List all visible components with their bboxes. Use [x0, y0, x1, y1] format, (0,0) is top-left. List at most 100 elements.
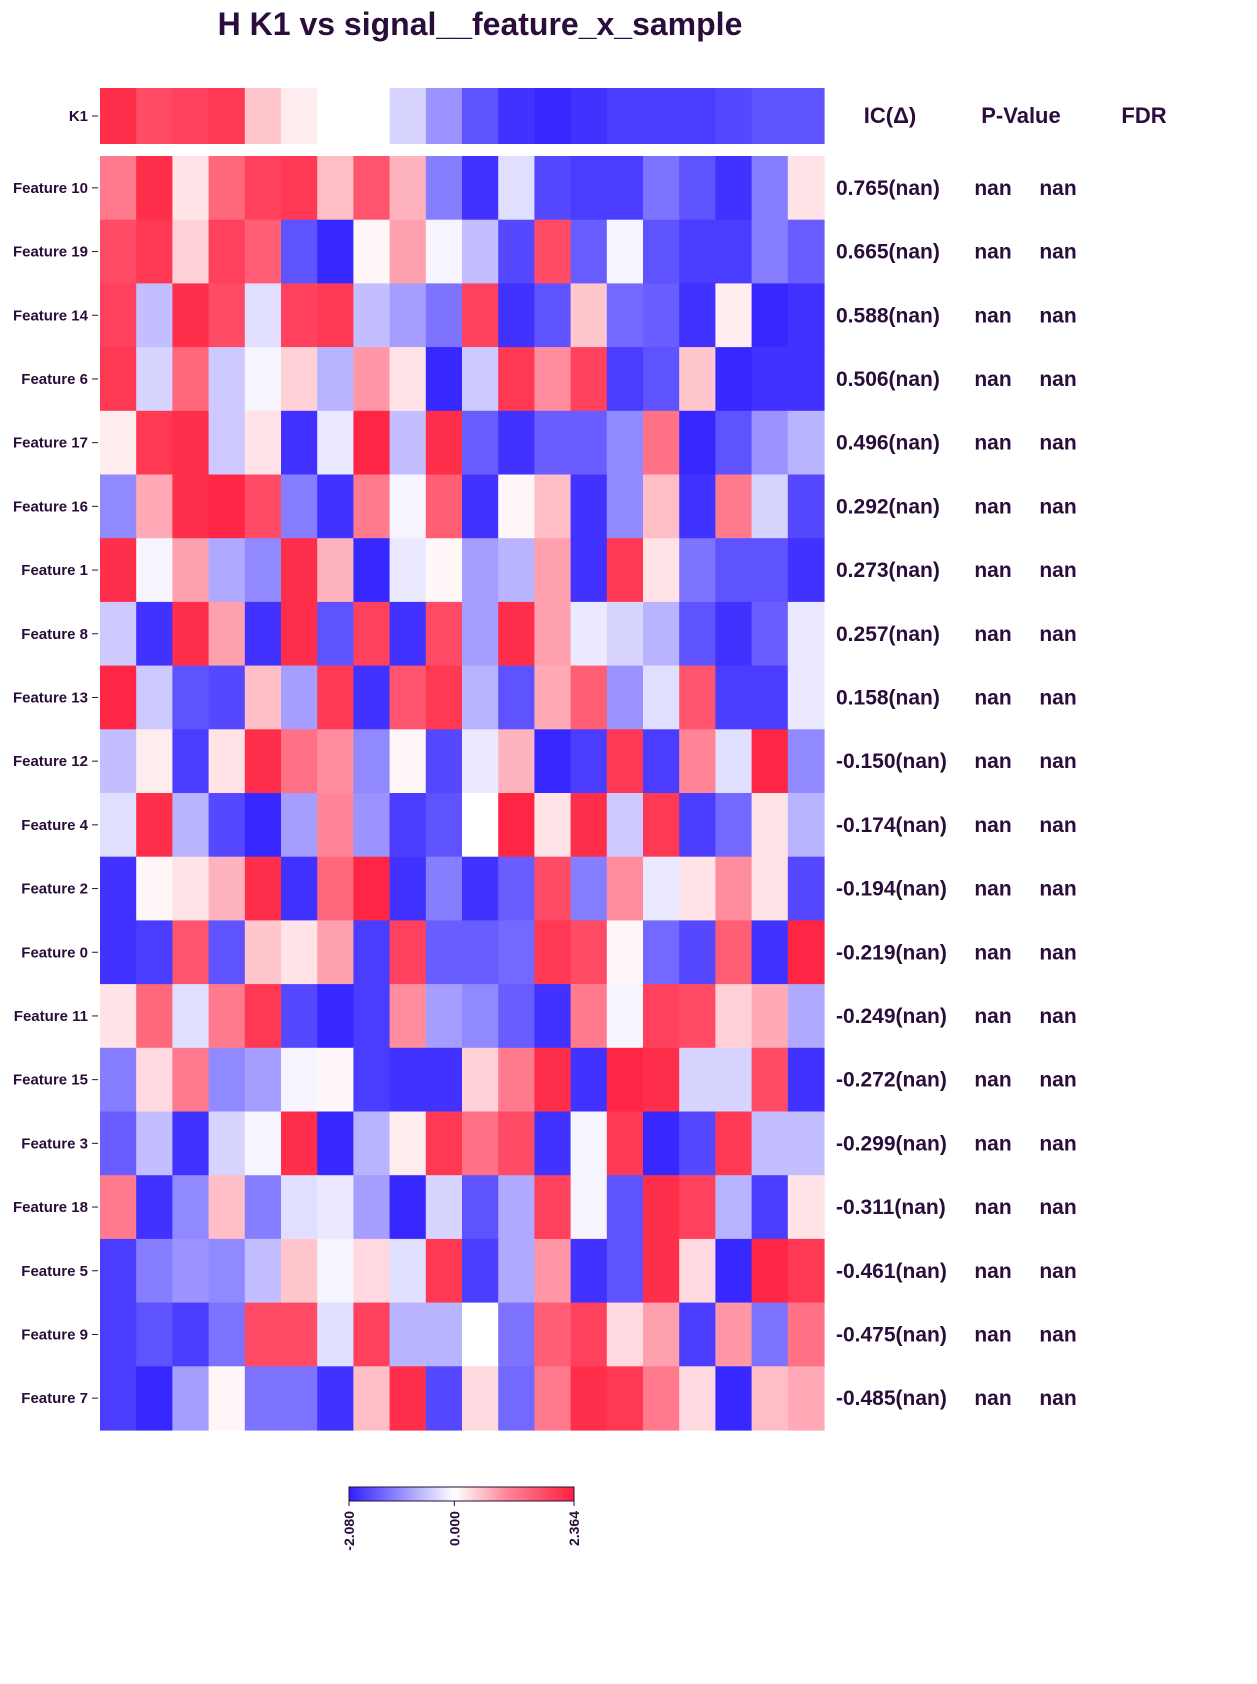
heatmap-cell [570, 410, 608, 476]
stat-header: FDR [1121, 103, 1166, 128]
heatmap-cell [208, 474, 246, 539]
target-cell [679, 88, 716, 144]
heatmap-cell [787, 793, 825, 858]
p-value: nan [974, 559, 1011, 582]
p-value: nan [974, 1260, 1011, 1283]
heatmap-cell [425, 283, 463, 348]
heatmap-cell [570, 856, 608, 921]
heatmap-cell [751, 601, 789, 667]
feature-label: Feature 17 [13, 435, 88, 452]
heatmap-cell [281, 984, 318, 1049]
fdr-value: nan [1039, 1196, 1076, 1219]
heatmap-cell [100, 793, 137, 858]
heatmap-cell [462, 920, 499, 985]
heatmap-cell [172, 1047, 210, 1113]
stat-header: IC(Δ) [864, 103, 916, 128]
target-cell [606, 88, 644, 144]
heatmap-cell [498, 538, 535, 603]
heatmap-cell [244, 474, 282, 539]
fdr-value: nan [1039, 941, 1076, 964]
heatmap-cell [244, 1175, 282, 1240]
heatmap-cell [136, 984, 173, 1049]
heatmap-cell [100, 410, 137, 476]
heatmap-cell [751, 1238, 789, 1304]
heatmap-cell [100, 219, 137, 284]
heatmap-cell [389, 1366, 427, 1431]
heatmap-cell [389, 793, 427, 858]
heatmap-cell [317, 219, 354, 284]
heatmap-cell [353, 156, 391, 221]
target-cell [281, 88, 318, 144]
feature-row: Feature 2 [21, 856, 825, 921]
heatmap-cell [208, 1366, 246, 1431]
heatmap-cell [715, 1366, 753, 1431]
feature-label: Feature 6 [21, 371, 88, 388]
heatmap-cell [208, 1175, 246, 1240]
feature-label: Feature 18 [13, 1199, 88, 1216]
heatmap-cell [208, 984, 246, 1049]
heatmap-cell [100, 856, 137, 921]
feature-label: Feature 14 [13, 307, 89, 324]
heatmap-cell [570, 729, 608, 794]
p-value: nan [974, 1132, 1011, 1155]
feature-label: Feature 8 [21, 626, 88, 643]
heatmap-cell [643, 856, 680, 921]
heatmap-cell [787, 920, 825, 985]
fdr-value: nan [1039, 177, 1076, 200]
ic-value: -0.311(nan) [836, 1196, 946, 1219]
ic-value: -0.174(nan) [836, 814, 947, 837]
feature-label: Feature 1 [21, 562, 88, 579]
heatmap-cell [425, 856, 463, 921]
heatmap-cell [751, 410, 789, 476]
heatmap-cell [389, 1238, 427, 1304]
heatmap-cell [100, 1366, 137, 1431]
heatmap-cell [425, 538, 463, 603]
heatmap-cell [715, 793, 753, 858]
heatmap-cell [787, 410, 825, 476]
feature-row: Feature 3 [21, 1111, 825, 1176]
heatmap-cell [389, 856, 427, 921]
heatmap-cell [208, 156, 246, 221]
heatmap-cell [498, 1111, 535, 1176]
heatmap-cell [389, 1111, 427, 1176]
heatmap-cell [462, 219, 499, 284]
feature-row: Feature 18 [13, 1175, 825, 1240]
heatmap-cell [462, 156, 499, 221]
heatmap-cell [100, 474, 137, 539]
ic-value: -0.272(nan) [836, 1069, 947, 1092]
heatmap-cell [172, 219, 210, 284]
feature-label: Feature 10 [13, 180, 88, 197]
heatmap-cell [244, 1238, 282, 1304]
heatmap-cell [751, 538, 789, 603]
feature-label: Feature 2 [21, 881, 88, 898]
feature-label: Feature 13 [13, 689, 88, 706]
heatmap-cell [425, 1238, 463, 1304]
feature-row: Feature 4 [21, 793, 825, 858]
fdr-value: nan [1039, 750, 1076, 773]
heatmap-cell [787, 1302, 825, 1367]
heatmap-cell [317, 793, 354, 858]
ic-value: 0.765(nan) [836, 177, 940, 200]
feature-label: Feature 9 [21, 1326, 88, 1343]
heatmap-cell [570, 601, 608, 667]
heatmap-cell [136, 601, 173, 667]
heatmap-cell [498, 1302, 535, 1367]
heatmap-cell [100, 920, 137, 985]
heatmap-cell [787, 1175, 825, 1240]
heatmap-cell [643, 1175, 680, 1240]
heatmap-cell [570, 219, 608, 284]
heatmap-cell [715, 474, 753, 539]
heatmap-cell [643, 729, 680, 794]
heatmap-cell [389, 1302, 427, 1367]
heatmap-cell [244, 601, 282, 667]
heatmap-cell [172, 856, 210, 921]
heatmap-cell [281, 1175, 318, 1240]
heatmap-cell [715, 729, 753, 794]
heatmap-cell [172, 347, 210, 412]
fdr-value: nan [1039, 1323, 1076, 1346]
heatmap-cell [425, 1047, 463, 1113]
heatmap-cell [100, 283, 137, 348]
feature-row: Feature 6 [21, 347, 825, 412]
target-cell [172, 88, 210, 144]
target-cell [389, 88, 427, 144]
